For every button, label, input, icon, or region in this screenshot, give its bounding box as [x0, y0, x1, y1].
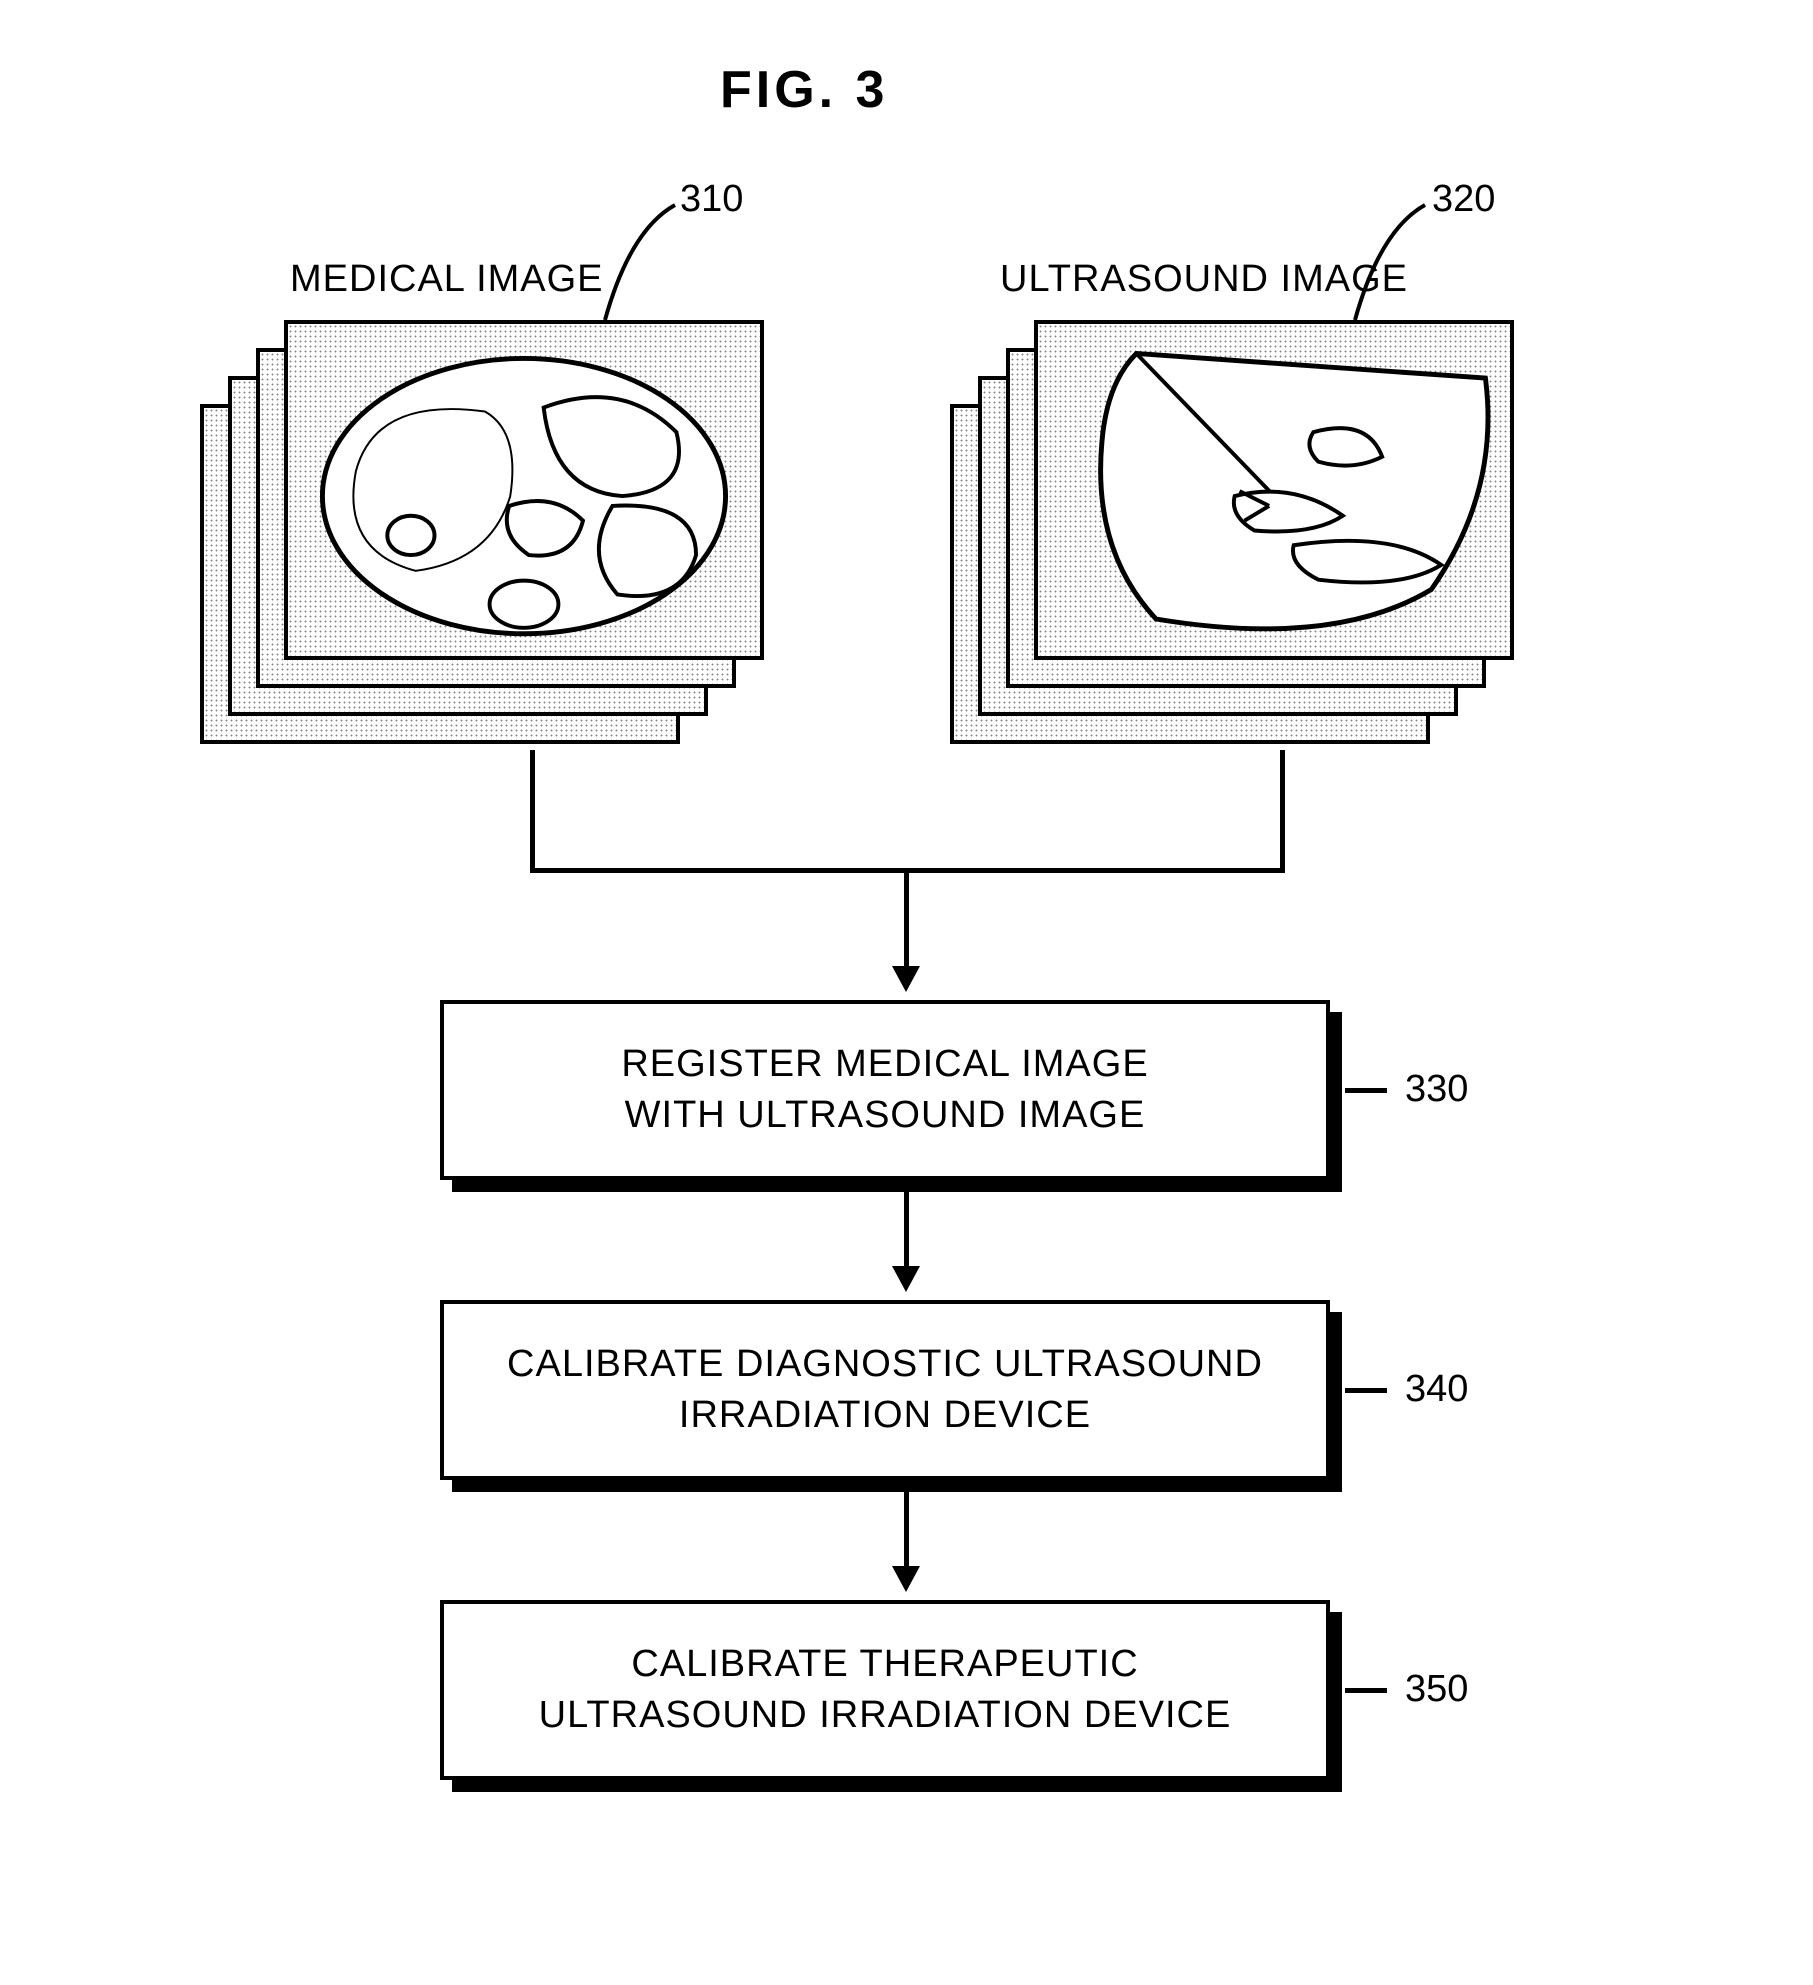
ref-340: 340 [1405, 1368, 1468, 1411]
medical-image-stack [200, 320, 770, 750]
arrow-340-350 [904, 1492, 909, 1568]
ref-350: 350 [1405, 1668, 1468, 1711]
arrowhead-into-330 [892, 966, 920, 992]
ultrasound-sector-icon [1038, 324, 1510, 658]
ultrasound-image-stack [950, 320, 1520, 750]
ref-330-dash [1345, 1088, 1387, 1093]
leader-310 [590, 200, 690, 330]
box-350: CALIBRATE THERAPEUTIC ULTRASOUND IRRADIA… [440, 1600, 1330, 1780]
ultrasound-image-label: ULTRASOUND IMAGE [1000, 258, 1408, 301]
arrowhead-340-350 [892, 1566, 920, 1592]
conn-center-drop [904, 868, 909, 968]
conn-left-vert [530, 750, 535, 870]
ct-slice-icon [288, 324, 760, 658]
ref-320: 320 [1432, 178, 1495, 221]
ref-350-dash [1345, 1688, 1387, 1693]
arrowhead-330-340 [892, 1266, 920, 1292]
arrow-330-340 [904, 1192, 909, 1268]
ref-330: 330 [1405, 1068, 1468, 1111]
conn-right-vert [1280, 750, 1285, 870]
figure-title: FIG. 3 [720, 60, 888, 120]
medical-image-label: MEDICAL IMAGE [290, 258, 604, 301]
box-330: REGISTER MEDICAL IMAGE WITH ULTRASOUND I… [440, 1000, 1330, 1180]
box-340: CALIBRATE DIAGNOSTIC ULTRASOUND IRRADIAT… [440, 1300, 1330, 1480]
ref-340-dash [1345, 1388, 1387, 1393]
